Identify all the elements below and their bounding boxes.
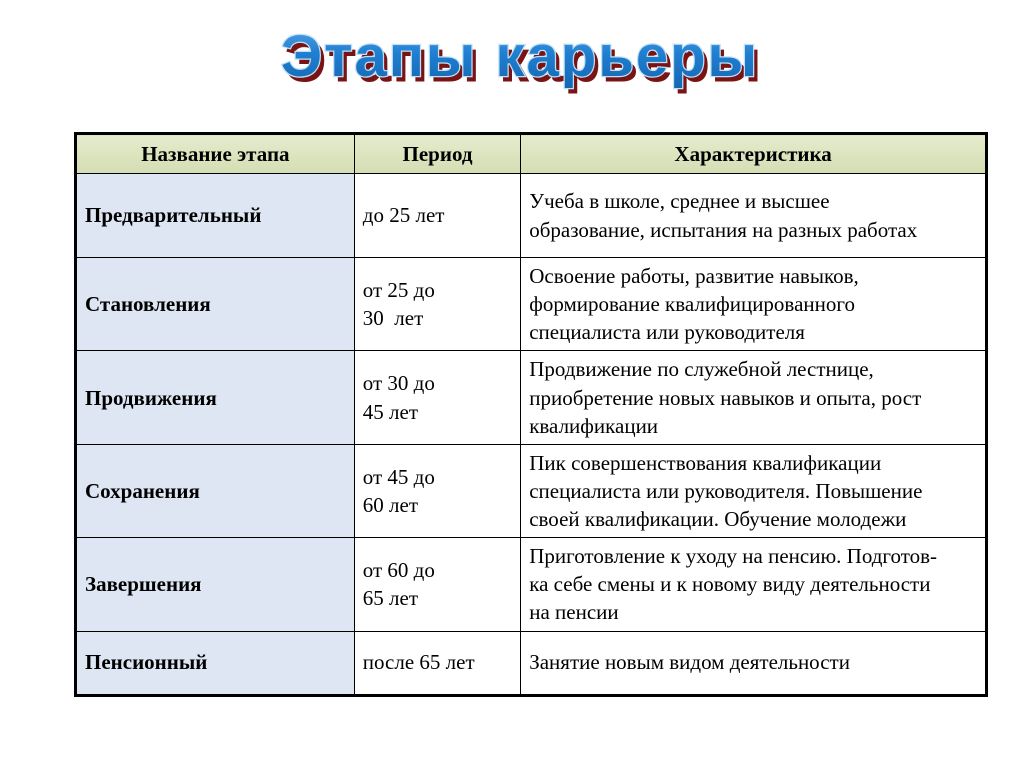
svg-text:Этапы карьеры: Этапы карьеры [281,24,759,89]
